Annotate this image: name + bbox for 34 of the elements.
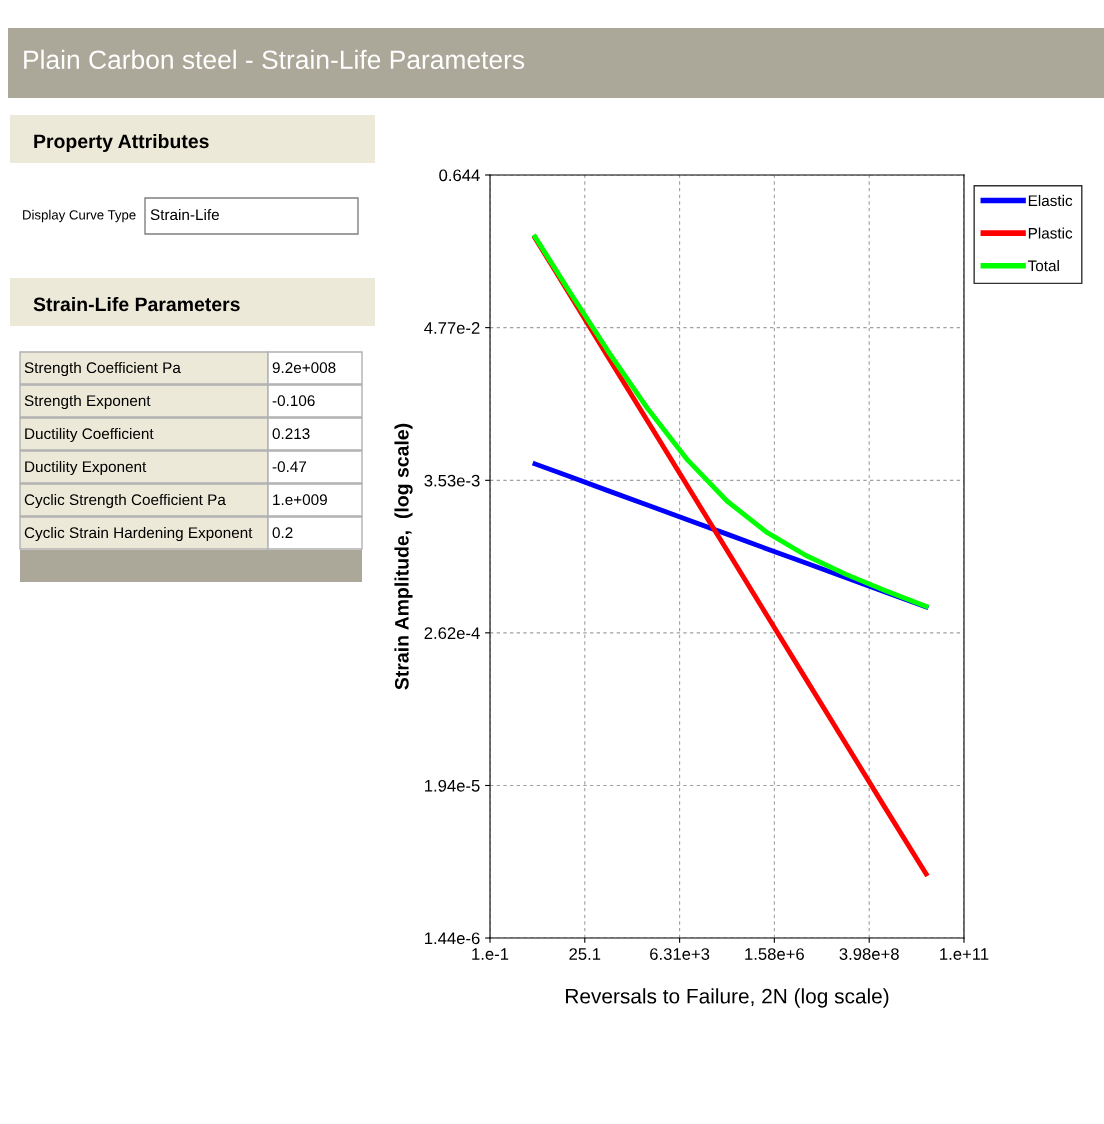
- text: Cyclic Strength Coefficient Pa: [24, 493, 226, 509]
- text: Strength Exponent: [24, 394, 151, 410]
- x-tick-label: 1.e+11: [940, 948, 989, 960]
- x-tick-label: 1.e-1: [472, 948, 509, 960]
- y-tick-label: 1.44e-6: [425, 932, 480, 945]
- y-tick-label: 1.94e-5: [425, 779, 480, 792]
- text: -0.106: [272, 395, 315, 407]
- x-tick-label: 1.58e+6: [745, 948, 804, 960]
- x-axis-title: Reversals to Failure, 2N (log scale): [566, 988, 889, 1008]
- text: Ductility Coefficient: [25, 427, 154, 443]
- text: Cyclic Strain Hardening Exponent: [24, 526, 253, 542]
- y-tick-label: 0.644: [439, 169, 480, 182]
- legend-label: Elastic: [1028, 194, 1073, 207]
- x-tick-label: 25.1: [569, 948, 601, 960]
- text: Strength Coefficient Pa: [24, 361, 181, 377]
- x-tick-label: 6.31e+3: [650, 948, 710, 960]
- text: -0.47: [272, 461, 307, 473]
- text: 0.213: [272, 428, 310, 440]
- text: Ductility Exponent: [25, 460, 147, 476]
- text: Strain-Life: [150, 208, 219, 221]
- text: 0.2: [272, 527, 293, 539]
- y-tick-label: 3.53e-3: [424, 474, 480, 487]
- text: Plain Carbon steel - Strain-Life Parameters: [24, 49, 525, 70]
- x-tick-label: 3.98e+8: [839, 948, 899, 960]
- text: 1.e+009: [273, 494, 327, 506]
- y-tick-label: 4.77e-2: [424, 322, 480, 334]
- legend-label: Plastic: [1028, 227, 1073, 239]
- text: Property Attributes: [34, 133, 209, 153]
- text: 9.2e+008: [272, 362, 336, 374]
- text: Strain-Life Parameters: [33, 296, 240, 312]
- legend-label: Total: [1027, 260, 1059, 272]
- y-tick-label: 2.62e-4: [424, 627, 480, 640]
- y-axis-title: Strain Amplitude, (log scale): [394, 423, 413, 690]
- text: Display Curve Type: [23, 209, 136, 223]
